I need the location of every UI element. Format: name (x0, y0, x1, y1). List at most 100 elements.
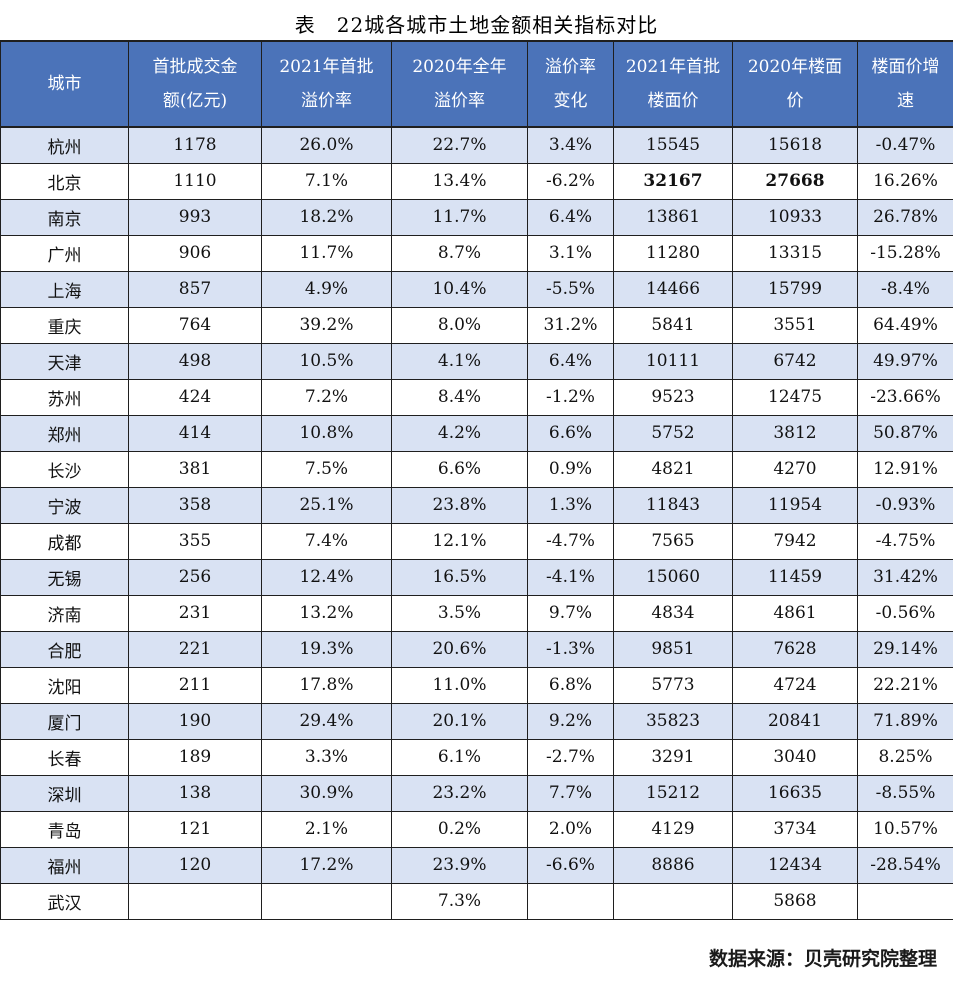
value-cell: 358 (128, 486, 262, 524)
value-cell: 5841 (613, 306, 733, 344)
value-cell: 8.25% (857, 738, 953, 776)
value-cell: 6742 (732, 342, 858, 380)
value-cell: 256 (128, 558, 262, 596)
value-cell: -4.7% (527, 522, 614, 560)
column-header-line: 额(亿元) (162, 90, 228, 111)
value-cell: 12.4% (261, 558, 392, 596)
value-cell: -23.66% (857, 378, 953, 416)
value-cell: 9.7% (527, 594, 614, 632)
value-cell: 26.0% (261, 126, 392, 164)
value-cell: 30.9% (261, 774, 392, 812)
city-cell: 厦门 (0, 702, 129, 740)
city-cell: 苏州 (0, 378, 129, 416)
city-cell: 北京 (0, 162, 129, 200)
value-cell: 22.7% (391, 126, 528, 164)
value-cell: 20.6% (391, 630, 528, 668)
value-cell: 7.4% (261, 522, 392, 560)
value-cell: -4.1% (527, 558, 614, 596)
city-cell: 合肥 (0, 630, 129, 668)
value-cell: 4270 (732, 450, 858, 488)
value-cell: 355 (128, 522, 262, 560)
value-cell: 2.1% (261, 810, 392, 848)
city-land-indicators-table: 城市 首批成交金 额(亿元) 2021年首批 溢价率 2020年全年 溢价率 溢价率 变化 202… (0, 40, 953, 920)
value-cell: 4821 (613, 450, 733, 488)
table-row: 深圳 138 30.9% 23.2% 7.7% 15212 16635 -8.55% (0, 774, 953, 812)
value-cell: -1.3% (527, 630, 614, 668)
value-cell: 7565 (613, 522, 733, 560)
value-cell: 39.2% (261, 306, 392, 344)
value-cell: 3.4% (527, 126, 614, 164)
city-cell: 长沙 (0, 450, 129, 488)
value-cell: 12.91% (857, 450, 953, 488)
value-cell: 3812 (732, 414, 858, 452)
value-cell: 138 (128, 774, 262, 812)
value-cell: -2.7% (527, 738, 614, 776)
value-cell: 4.1% (391, 342, 528, 380)
value-cell: 8.0% (391, 306, 528, 344)
value-cell: 17.2% (261, 846, 392, 884)
table-row: 福州 120 17.2% 23.9% -6.6% 8886 12434 -28.54% (0, 846, 953, 884)
value-cell: -8.4% (857, 270, 953, 308)
value-cell (261, 882, 392, 920)
city-cell: 无锡 (0, 558, 129, 596)
city-cell: 武汉 (0, 882, 129, 920)
value-cell: 11.0% (391, 666, 528, 704)
value-cell: 20.1% (391, 702, 528, 740)
column-header-line: 2021年首批 (625, 56, 721, 77)
city-cell: 宁波 (0, 486, 129, 524)
value-cell: -5.5% (527, 270, 614, 308)
column-header: 溢价率 变化 (527, 40, 614, 128)
column-header-line: 首批成交金 (152, 56, 238, 77)
value-cell: -0.47% (857, 126, 953, 164)
value-cell: 16.5% (391, 558, 528, 596)
value-cell: 11.7% (261, 234, 392, 272)
column-header: 首批成交金额(亿元) (128, 40, 262, 128)
value-cell: -28.54% (857, 846, 953, 884)
value-cell: 3734 (732, 810, 858, 848)
value-cell: 424 (128, 378, 262, 416)
column-header-line: 溢价率 (301, 90, 352, 111)
value-cell: 16635 (732, 774, 858, 812)
column-header-line: 楼面价 (647, 90, 699, 111)
table-row: 济南 231 13.2% 3.5% 9.7% 4834 4861 -0.56% (0, 594, 953, 632)
city-cell: 上海 (0, 270, 129, 308)
value-cell: -15.28% (857, 234, 953, 272)
value-cell: 5868 (732, 882, 858, 920)
city-cell: 青岛 (0, 810, 129, 848)
table-row: 成都 355 7.4% 12.1% -4.7% 7565 7942 -4.75% (0, 522, 953, 560)
value-cell (613, 882, 733, 920)
value-cell: 3040 (732, 738, 858, 776)
value-cell: -6.6% (527, 846, 614, 884)
city-cell: 郑州 (0, 414, 129, 452)
value-cell: 2.0% (527, 810, 614, 848)
value-cell: 121 (128, 810, 262, 848)
value-cell: 9.2% (527, 702, 614, 740)
column-header: 城市 (0, 40, 129, 128)
value-cell: 993 (128, 198, 262, 236)
value-cell: 6.4% (527, 198, 614, 236)
column-header-line: 城市 (47, 73, 82, 94)
data-source-note: 数据来源：贝壳研究院整理 (708, 947, 937, 970)
value-cell: 4129 (613, 810, 733, 848)
value-cell: -1.2% (527, 378, 614, 416)
value-cell: 7628 (732, 630, 858, 668)
value-cell: 6.1% (391, 738, 528, 776)
value-cell: 18.2% (261, 198, 392, 236)
value-cell: 27668 (732, 162, 858, 200)
value-cell: 3.3% (261, 738, 392, 776)
column-header: 2021年首批 楼面价 (613, 40, 733, 128)
table-row: 合肥 221 19.3% 20.6% -1.3% 9851 7628 29.14% (0, 630, 953, 668)
table-row: 宁波 358 25.1% 23.8% 1.3% 11843 11954 -0.93% (0, 486, 953, 524)
city-cell: 南京 (0, 198, 129, 236)
value-cell: 12.1% (391, 522, 528, 560)
city-cell: 成都 (0, 522, 129, 560)
value-cell: 4834 (613, 594, 733, 632)
city-cell: 长春 (0, 738, 129, 776)
city-cell: 深圳 (0, 774, 129, 812)
city-cell: 杭州 (0, 126, 129, 164)
column-header-line: 2021年首批 (279, 56, 374, 77)
value-cell: 0.2% (391, 810, 528, 848)
value-cell: 4861 (732, 594, 858, 632)
value-cell: 189 (128, 738, 262, 776)
value-cell: 10111 (613, 342, 733, 380)
